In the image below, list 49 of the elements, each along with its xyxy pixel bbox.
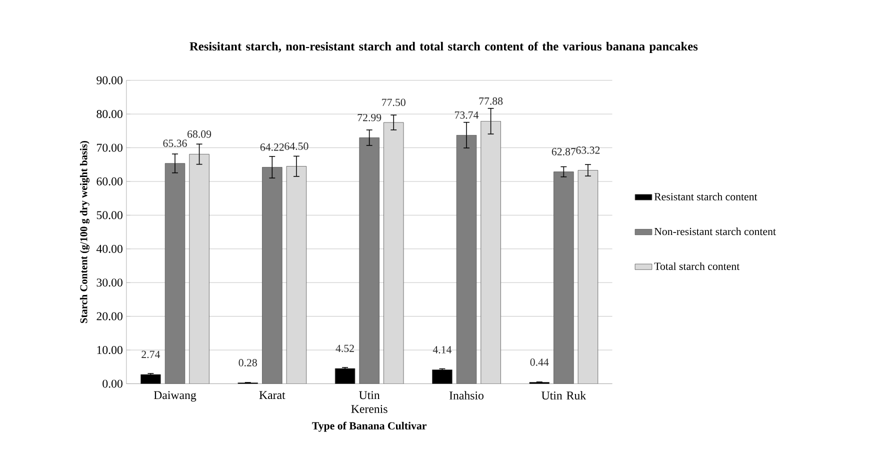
data-label: 73.74 [454, 111, 479, 119]
data-label: 64.22 [260, 143, 284, 151]
data-label: 63.32 [576, 146, 600, 154]
bar [578, 170, 598, 384]
y-tick-label: 80.00 [96, 110, 122, 118]
data-label: 4.14 [432, 346, 452, 354]
legend-label: Total starch content [654, 262, 740, 270]
bar [286, 166, 307, 384]
y-tick-label: 40.00 [96, 244, 122, 253]
legend-label: Resistant starch content [654, 192, 758, 200]
data-label: 0.44 [530, 358, 549, 366]
bar [554, 172, 574, 384]
bar [432, 370, 452, 384]
y-tick-label: 90.00 [96, 76, 122, 84]
x-tick-label: Inahsio [449, 391, 484, 400]
data-label: 77.50 [382, 98, 406, 106]
y-tick-label: 20.00 [96, 312, 122, 320]
bar [480, 120, 501, 384]
bar [384, 122, 404, 384]
y-axis-title: Starch Content (g/100 g dry weight basis) [80, 140, 90, 323]
data-label: 4.52 [336, 344, 354, 352]
x-axis-title: Type of Banana Cultivar [312, 422, 426, 432]
x-tick-label: Daiwang [154, 391, 196, 402]
bar [164, 163, 186, 384]
data-label: 72.99 [358, 114, 382, 122]
bar [334, 368, 356, 384]
data-label: 68.09 [188, 130, 212, 138]
y-tick-label: 0.00 [102, 380, 122, 388]
bar [140, 374, 161, 384]
x-tick-label: Utin Ruk [542, 391, 586, 400]
x-tick-label: Utin Kerenis [351, 391, 388, 413]
data-label: 0.28 [238, 359, 257, 366]
data-label: 2.74 [142, 350, 160, 358]
y-tick-label: 60.00 [96, 177, 122, 186]
data-label: 64.50 [284, 142, 308, 150]
data-label: 65.36 [163, 140, 187, 147]
bar [189, 154, 210, 384]
bar [262, 167, 282, 384]
y-tick-label: 50.00 [96, 211, 122, 220]
bar [456, 134, 477, 384]
data-label: 77.88 [479, 97, 503, 105]
data-label: 62.87 [552, 148, 576, 156]
chart-title: Resisitant starch, non-resistant starch and total starch content of the various banana pancakes [190, 42, 698, 54]
legend-label: Non-resistant starch content [654, 227, 776, 236]
x-tick-label: Karat [259, 391, 286, 400]
y-tick-label: 30.00 [96, 278, 122, 287]
y-tick-label: 10.00 [97, 346, 122, 354]
y-tick-label: 70.00 [97, 144, 122, 152]
bar [359, 137, 380, 384]
